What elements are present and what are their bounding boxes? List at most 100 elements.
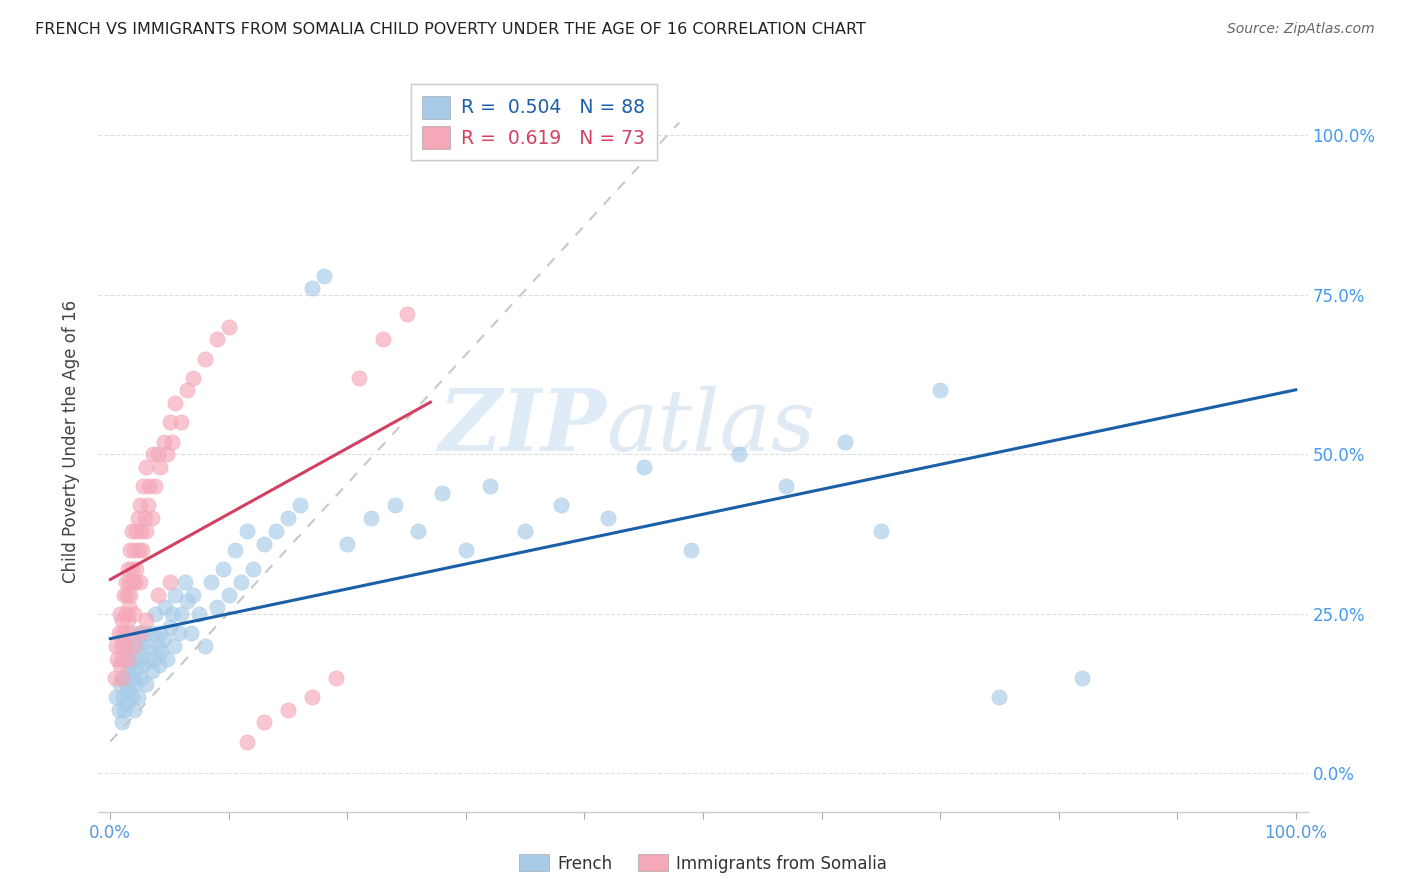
Point [142, 626, 165, 640]
Point [121, 690, 143, 704]
Legend: French, Immigrants from Somalia: French, Immigrants from Somalia [513, 847, 893, 880]
Text: atlas: atlas [606, 385, 815, 468]
Point [132, 479, 155, 493]
Point [110, 639, 132, 653]
Point [176, 594, 198, 608]
Point [156, 447, 179, 461]
Point [111, 671, 134, 685]
Point [371, 333, 394, 347]
Point [325, 671, 347, 685]
Point [122, 607, 145, 621]
Point [105, 639, 128, 653]
Point [347, 370, 370, 384]
Point [153, 600, 176, 615]
Point [163, 639, 186, 653]
Point [108, 657, 131, 672]
Point [117, 562, 139, 576]
Point [301, 690, 323, 704]
Point [121, 574, 143, 589]
Point [114, 607, 136, 621]
Point [253, 536, 276, 550]
Point [146, 639, 169, 653]
Point [122, 651, 145, 665]
Point [167, 626, 190, 640]
Point [111, 671, 134, 685]
Point [114, 588, 136, 602]
Point [129, 524, 152, 538]
Point [478, 479, 501, 493]
Point [114, 703, 136, 717]
Point [336, 536, 359, 550]
Point [124, 574, 146, 589]
Point [143, 479, 166, 493]
Point [127, 690, 149, 704]
Point [115, 588, 138, 602]
Point [107, 626, 129, 640]
Point [115, 626, 138, 640]
Point [224, 543, 246, 558]
Point [125, 562, 148, 576]
Point [125, 665, 148, 679]
Point [125, 639, 148, 653]
Point [121, 626, 143, 640]
Point [112, 690, 135, 704]
Point [360, 511, 382, 525]
Point [180, 626, 202, 640]
Point [170, 416, 193, 430]
Point [117, 651, 139, 665]
Point [141, 511, 163, 525]
Point [218, 588, 240, 602]
Point [129, 671, 152, 685]
Point [277, 703, 299, 717]
Point [105, 690, 128, 704]
Point [159, 574, 181, 589]
Point [205, 333, 228, 347]
Point [121, 562, 143, 576]
Point [160, 434, 183, 449]
Point [235, 524, 257, 538]
Point [142, 447, 165, 461]
Point [143, 651, 166, 665]
Point [117, 613, 139, 627]
Point [156, 651, 179, 665]
Point [149, 626, 172, 640]
Point [312, 268, 335, 283]
Point [120, 657, 142, 672]
Point [125, 524, 148, 538]
Point [148, 657, 170, 672]
Point [117, 665, 139, 679]
Point [150, 645, 173, 659]
Point [141, 665, 163, 679]
Point [135, 613, 157, 627]
Point [122, 639, 145, 653]
Point [432, 485, 454, 500]
Point [454, 543, 477, 558]
Point [118, 683, 141, 698]
Point [114, 651, 136, 665]
Point [242, 562, 264, 576]
Point [121, 524, 143, 538]
Text: FRENCH VS IMMIGRANTS FROM SOMALIA CHILD POVERTY UNDER THE AGE OF 16 CORRELATION : FRENCH VS IMMIGRANTS FROM SOMALIA CHILD … [35, 22, 866, 37]
Point [152, 632, 174, 647]
Text: Source: ZipAtlas.com: Source: ZipAtlas.com [1227, 22, 1375, 37]
Point [146, 447, 169, 461]
Point [114, 639, 136, 653]
Point [129, 574, 152, 589]
Point [115, 696, 138, 710]
Point [120, 543, 142, 558]
Point [131, 543, 153, 558]
Point [727, 447, 749, 461]
Point [121, 671, 143, 685]
Point [550, 499, 572, 513]
Point [159, 619, 181, 633]
Point [146, 588, 169, 602]
Point [135, 460, 157, 475]
Point [194, 639, 217, 653]
Point [200, 574, 222, 589]
Point [136, 651, 159, 665]
Point [138, 639, 160, 653]
Point [395, 307, 418, 321]
Point [118, 600, 141, 615]
Point [117, 639, 139, 653]
Point [149, 460, 172, 475]
